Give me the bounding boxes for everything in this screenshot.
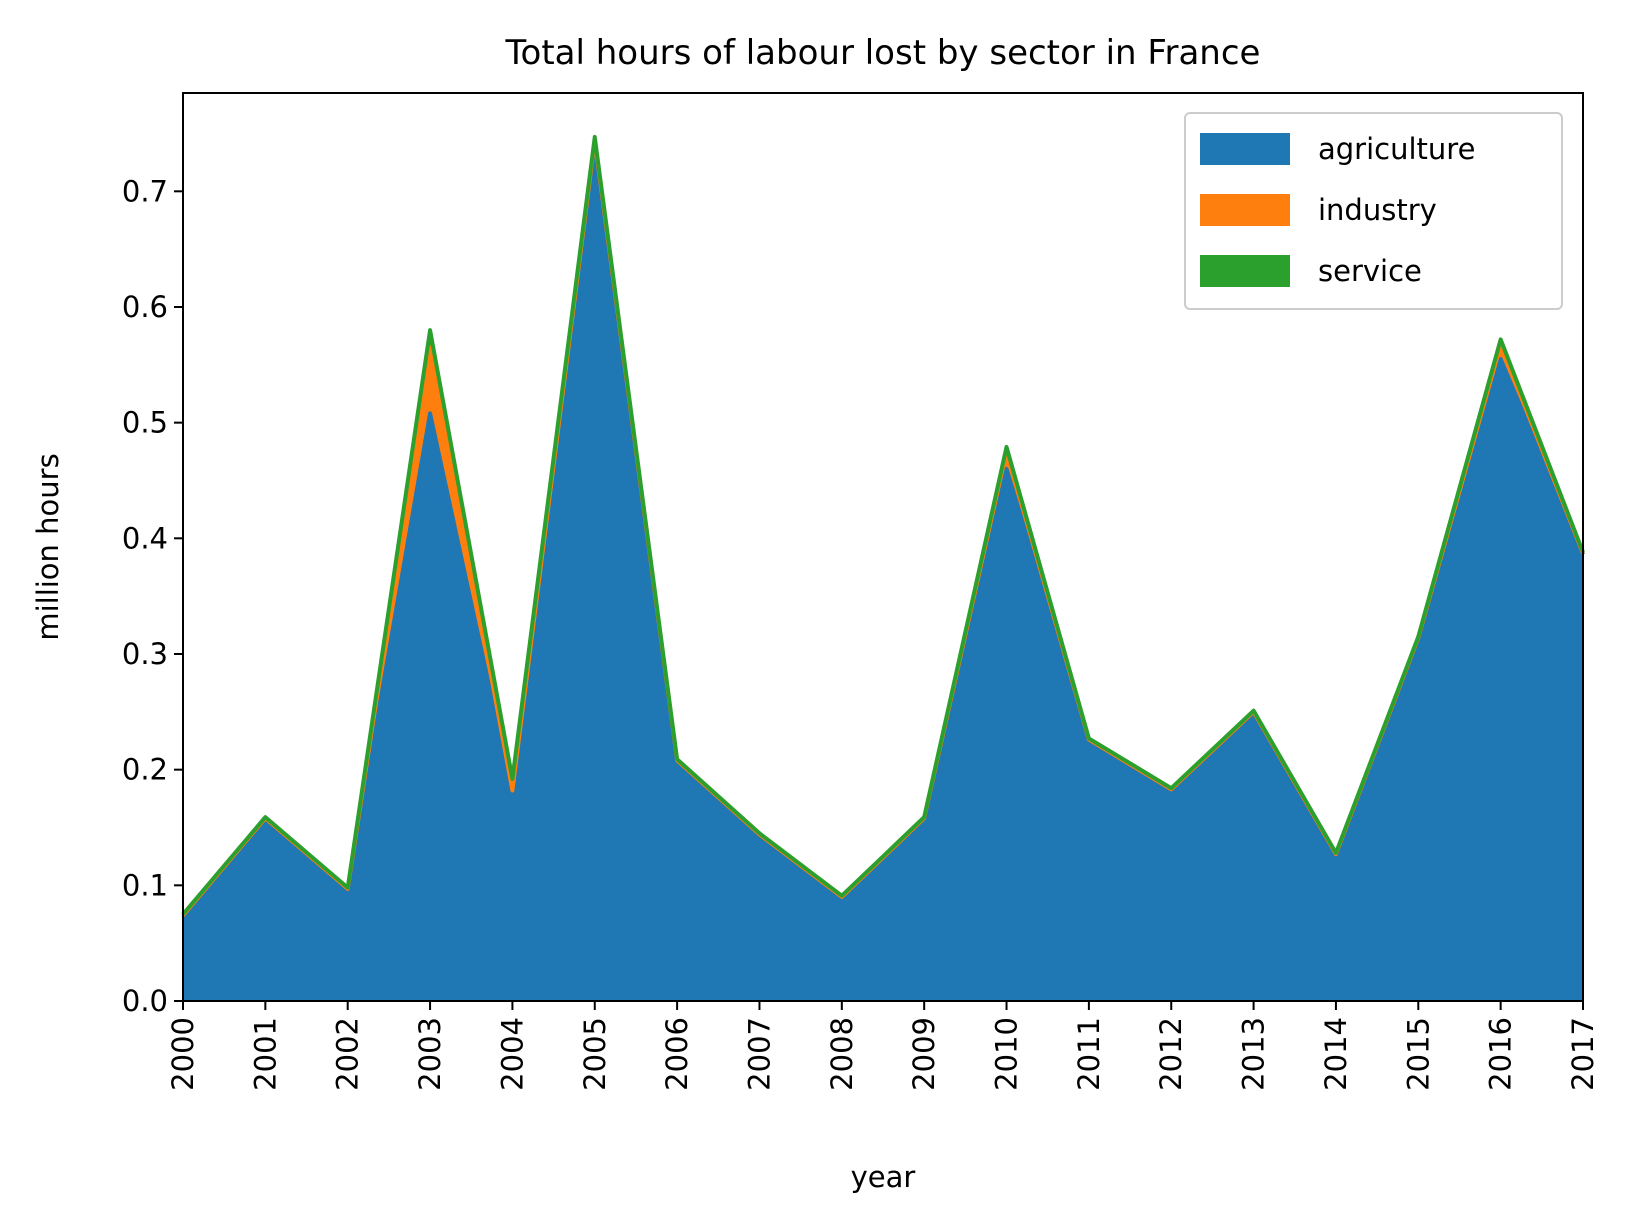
- x-tick-label: 2010: [990, 1017, 1024, 1091]
- plot-frame: [182, 92, 1584, 1002]
- legend-swatch-industry: [1200, 194, 1290, 226]
- x-tick-label: 2014: [1319, 1017, 1353, 1091]
- legend-swatch-agriculture: [1200, 133, 1290, 165]
- x-tick-label: 2016: [1484, 1017, 1518, 1091]
- chart-title: Total hours of labour lost by sector in …: [505, 33, 1261, 73]
- x-tick-label: 2006: [660, 1017, 694, 1091]
- legend: agriculture industry service: [1184, 112, 1563, 310]
- y-tick-label: 0.5: [122, 406, 168, 440]
- legend-swatch-service: [1200, 255, 1290, 287]
- legend-label-service: service: [1318, 254, 1422, 288]
- x-tick-label: 2002: [331, 1017, 365, 1091]
- line-service: [181, 134, 1585, 916]
- area-agriculture: [183, 145, 1583, 1002]
- series-lines: [181, 134, 1585, 920]
- y-axis: 0.0 0.1 0.2 0.3 0.4 0.5 0.6 0.7: [122, 174, 183, 1018]
- legend-label-agriculture: agriculture: [1318, 132, 1475, 166]
- x-tick-label: 2005: [578, 1017, 612, 1091]
- x-tick-label: 2011: [1072, 1017, 1106, 1091]
- y-tick-label: 0.2: [122, 753, 168, 787]
- x-tick-label: 2003: [413, 1017, 447, 1091]
- x-tick-label: 2017: [1566, 1017, 1600, 1091]
- x-tick-label: 2001: [248, 1017, 282, 1091]
- x-tick-label: 2013: [1237, 1017, 1271, 1091]
- x-axis-label: year: [851, 1160, 916, 1194]
- y-tick-label: 0.4: [122, 521, 168, 555]
- x-tick-label: 2007: [742, 1017, 776, 1091]
- x-tick-label: 2012: [1154, 1017, 1188, 1091]
- x-tick-label: 2015: [1401, 1017, 1435, 1091]
- y-tick-label: 0.7: [122, 174, 168, 208]
- x-tick-label: 2008: [825, 1017, 859, 1091]
- y-tick-label: 0.6: [122, 290, 168, 324]
- y-tick-label: 0.3: [122, 637, 168, 671]
- y-tick-label: 0.1: [122, 868, 168, 902]
- legend-label-industry: industry: [1318, 193, 1437, 227]
- x-tick-label: 2000: [166, 1017, 200, 1091]
- y-axis-label: million hours: [31, 453, 65, 640]
- y-tick-label: 0.0: [122, 984, 168, 1018]
- x-tick-label: 2004: [495, 1017, 529, 1091]
- x-axis: 2000 2001 2002 2003 2004 2005 2006 2007 2008 2009…: [166, 1001, 1600, 1091]
- x-tick-label: 2009: [907, 1017, 941, 1091]
